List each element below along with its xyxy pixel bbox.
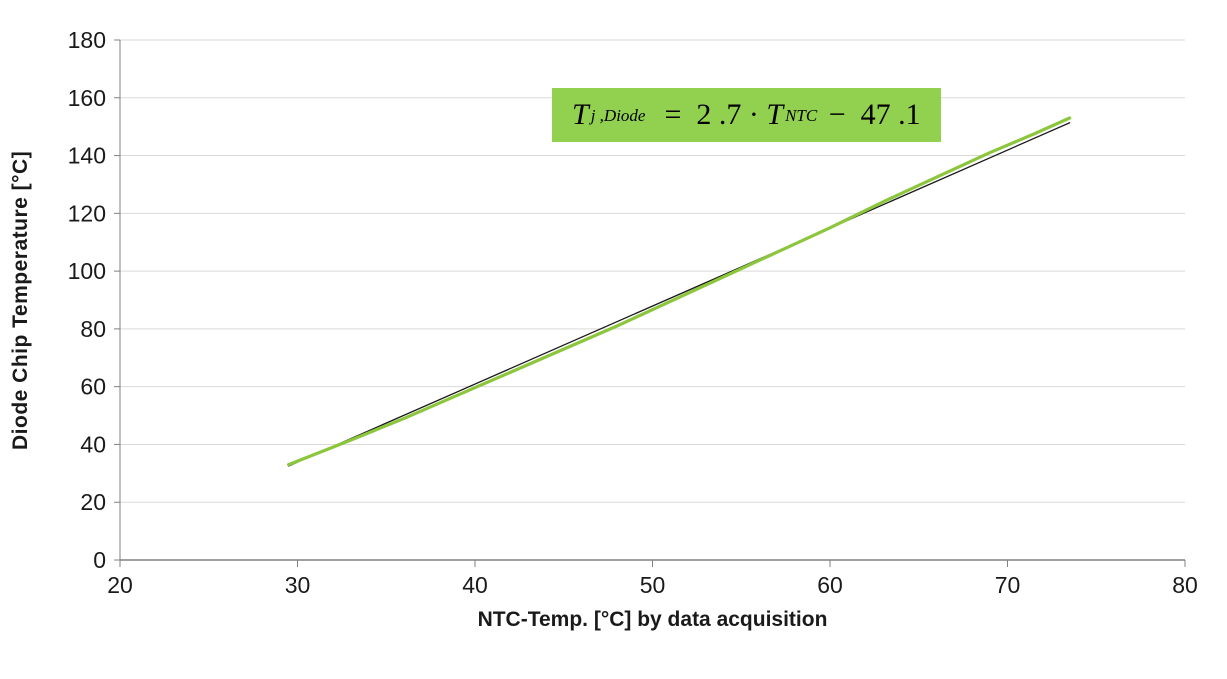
x-tick-label: 50 [640,572,666,598]
equation-middle: = 2 .7 · [649,98,767,131]
equation-term1: T [572,98,589,131]
equation-term2: T [766,98,784,131]
x-tick-label: 60 [817,572,843,598]
y-tick-label: 80 [80,316,106,342]
x-tick-label: 30 [285,572,311,598]
y-tick-label: 140 [68,143,106,169]
x-tick-label: 40 [462,572,488,598]
x-tick-label: 20 [107,572,133,598]
y-tick-label: 60 [80,374,106,400]
y-tick-label: 180 [68,27,106,53]
x-tick-label: 80 [1172,572,1198,598]
y-tick-label: 100 [68,258,106,284]
y-tick-label: 120 [68,200,106,226]
y-tick-label: 160 [68,85,106,111]
y-axis-title: Diode Chip Temperature [°C] [9,150,32,450]
y-tick-label: 20 [80,489,106,515]
y-tick-label: 0 [93,547,106,573]
equation-tail: − 47 .1 [821,98,921,131]
equation-sub2: NTC [785,105,818,125]
x-tick-label: 70 [995,572,1021,598]
linear-fit-line [287,122,1071,467]
equation-sub1: j ,Diode [590,105,646,125]
x-axis-title: NTC-Temp. [°C] by data acquisition [477,608,828,631]
measured-line [287,116,1072,467]
y-tick-label: 40 [80,431,106,457]
